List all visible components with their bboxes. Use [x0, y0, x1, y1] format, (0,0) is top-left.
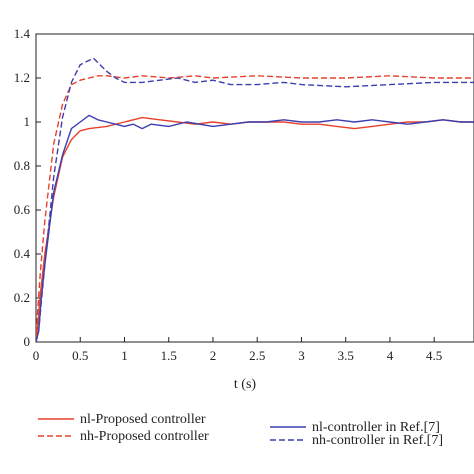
y-tick-label: 0.8 [14, 158, 30, 173]
y-tick-label: 1.2 [14, 70, 30, 85]
y-tick-label: 0.2 [14, 290, 30, 305]
legend-label-3: nl-controller in Ref.[7] [312, 420, 440, 435]
x-tick-label: 2 [210, 348, 217, 363]
x-axis-title: t (s) [234, 377, 257, 392]
plot-frame [35, 33, 474, 343]
legend-label-2: nh-Proposed controller [80, 429, 209, 444]
legend-label-4: nh-controller in Ref.[7] [312, 433, 443, 448]
y-tick-label: 0 [24, 334, 31, 349]
legend-label-1: nl-Proposed controller [80, 412, 206, 427]
x-tick-label: 0 [33, 348, 40, 363]
x-tick-label: 1 [121, 348, 128, 363]
y-tick-label: 0.4 [14, 246, 31, 261]
y-tick-label: 1 [24, 114, 31, 129]
series-line-2 [36, 75, 474, 342]
x-tick-label: 0.5 [72, 348, 88, 363]
plot-area: 0 0.2 0.4 0.6 0.8 1 1.2 1.4 0 0.5 1 1.5 2 2.5 3 3.5 4 4.5 [14, 26, 474, 363]
legend: nl-Proposed controller nh-Proposed contro… [38, 412, 443, 448]
y-tick-label: 1.4 [14, 26, 31, 41]
x-tick-label: 4 [387, 348, 394, 363]
x-tick-label: 4.5 [426, 348, 442, 363]
x-tick-label: 3 [298, 348, 305, 363]
series-line-4 [36, 57, 474, 342]
series-line-3 [36, 114, 474, 342]
x-tick-label: 1.5 [161, 348, 177, 363]
x-tick-label: 2.5 [249, 348, 265, 363]
x-tick-label: 3.5 [338, 348, 354, 363]
series-line-1 [36, 116, 474, 342]
y-tick-label: 0.6 [14, 202, 31, 217]
